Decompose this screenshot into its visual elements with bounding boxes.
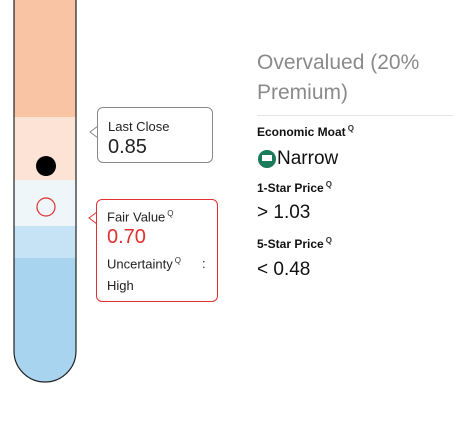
- pointer: [88, 211, 98, 225]
- moat-row: Economic Moat Q: [257, 124, 354, 139]
- pointer: [89, 125, 99, 139]
- moat-icon: [258, 150, 276, 168]
- zone-3: [14, 180, 76, 226]
- fair-value-box: Fair Value Q 0.70 Uncertainty Q : High: [96, 199, 218, 302]
- fv-label-row: Fair Value Q: [107, 209, 174, 225]
- label: Uncertainty: [107, 256, 173, 272]
- label: Last Close: [108, 119, 170, 134]
- five-star-value-row: < 0.48: [257, 259, 310, 281]
- label: 5-Star Price: [257, 237, 324, 251]
- moat-value-row: Narrow: [257, 148, 338, 170]
- zone-1: [14, 0, 76, 117]
- one-star-row: 1-Star Price Q: [257, 180, 332, 195]
- zone-5: [14, 258, 76, 382]
- separator: :: [202, 256, 206, 271]
- value: 0.48: [273, 259, 311, 280]
- thermometer: [13, 0, 99, 383]
- one-star-value-row: > 1.03: [257, 202, 310, 224]
- thermometer-outline: [13, 0, 77, 383]
- five-star-row: 5-Star Price Q: [257, 236, 332, 251]
- symbol: <: [257, 259, 269, 280]
- last-close-dot: [36, 156, 56, 176]
- valuation-status: Overvalued (20% Premium): [257, 51, 420, 104]
- label: Economic Moat: [257, 125, 346, 139]
- zone-4: [14, 226, 76, 258]
- value: 0.70: [107, 226, 146, 248]
- label: 1-Star Price: [257, 181, 324, 195]
- symbol: >: [257, 202, 269, 223]
- fair-value-dot: [36, 197, 56, 217]
- uncertainty: High: [107, 278, 134, 293]
- label: Fair Value: [107, 209, 166, 225]
- unc-label-row: Uncertainty Q: [107, 256, 181, 272]
- divider: [257, 115, 453, 116]
- value: 0.85: [108, 136, 147, 158]
- value: Narrow: [277, 148, 339, 169]
- value: 1.03: [273, 202, 311, 223]
- last-close-box: Last Close 0.85: [97, 107, 213, 163]
